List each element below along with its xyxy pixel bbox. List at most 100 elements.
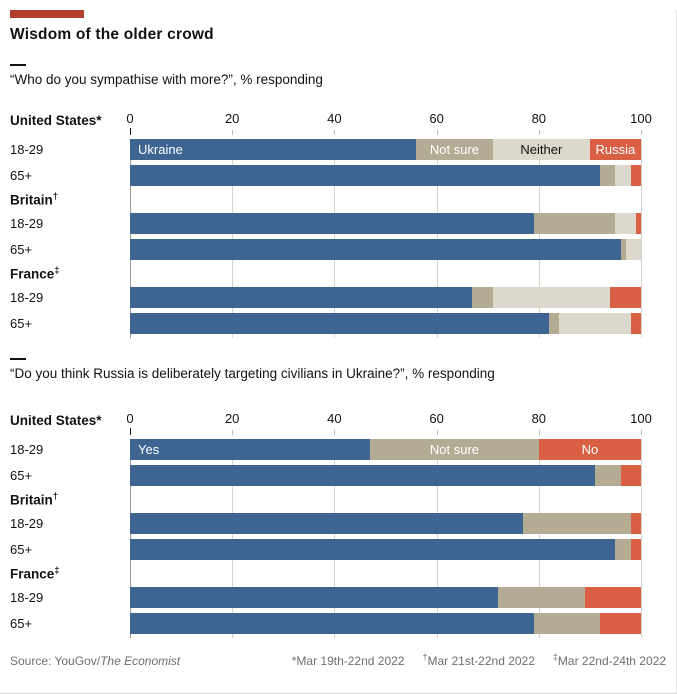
footnote-marker: † xyxy=(52,491,59,503)
gridline xyxy=(436,439,438,638)
row-label: 65+ xyxy=(10,316,33,331)
plot-area: 18-29 Ukraine Not sure Neither Russia 65+ Brit… xyxy=(10,139,676,338)
segment-russia xyxy=(630,313,641,334)
segment-no xyxy=(620,465,641,486)
axis-tick xyxy=(130,428,131,435)
bar-row: 18-29 Ukraine Not sure Neither Russia xyxy=(10,139,676,160)
gridline xyxy=(538,139,540,338)
segment-neither xyxy=(492,287,611,308)
axis-tick-label: 100 xyxy=(630,411,652,426)
axis-tick-label: 80 xyxy=(531,111,547,126)
segment-not-sure xyxy=(533,213,616,234)
stacked-bar xyxy=(130,213,641,234)
stacked-bar xyxy=(130,465,641,486)
segment-ukraine xyxy=(130,287,473,308)
stacked-bar: Yes Not sure No xyxy=(130,439,641,460)
row-label: 65+ xyxy=(10,168,33,183)
row-label: 65+ xyxy=(10,242,33,257)
axis-tick-label: 0 xyxy=(126,411,134,426)
plot-area: 18-29 Yes Not sure No 65+ Britain† 18-29 65+ Fra… xyxy=(10,439,676,638)
segment-ukraine xyxy=(130,239,621,260)
stacked-bar xyxy=(130,613,641,634)
group-label: France‡ xyxy=(10,265,60,282)
bar-row: 18-29 xyxy=(10,513,676,534)
chart-targeting: United States* 0 20 40 60 80 100 18-29 Yes Not su… xyxy=(0,411,676,638)
axis-tick xyxy=(130,128,131,135)
segment-label: Russia xyxy=(595,142,636,157)
subtitle-dash xyxy=(10,358,26,360)
accent-bar xyxy=(10,10,84,18)
segment-not-sure xyxy=(600,165,616,186)
bar-row: 65+ xyxy=(10,613,676,634)
group-header: France‡ xyxy=(10,560,676,587)
axis-tick xyxy=(436,430,438,435)
axis-tick-label: 80 xyxy=(531,411,547,426)
segment-ukraine xyxy=(130,165,601,186)
footnote-marker: ‡ xyxy=(54,265,60,277)
chart-section-sympathy: “Who do you sympathise with more?”, % re… xyxy=(0,64,676,338)
axis-row: United States* 0 20 40 60 80 100 xyxy=(10,111,676,135)
group-header: France‡ xyxy=(10,260,676,287)
segment-no xyxy=(630,513,641,534)
axis-tick xyxy=(436,130,438,135)
row-label: 18-29 xyxy=(10,142,44,157)
footnote-marker: ‡ xyxy=(54,565,60,577)
bar-row: 65+ xyxy=(10,239,676,260)
row-label: 65+ xyxy=(10,542,33,557)
gridline xyxy=(232,439,234,638)
source-credit: Source: YouGov/The Economist xyxy=(10,654,180,668)
axis-tick-label: 100 xyxy=(630,111,652,126)
chart-section-targeting: “Do you think Russia is deliberately tar… xyxy=(0,358,676,638)
axis-row: United States* 0 20 40 60 80 100 xyxy=(10,411,676,435)
row-label: 18-29 xyxy=(10,442,44,457)
segment-not-sure xyxy=(533,613,601,634)
axis-tick xyxy=(538,130,540,135)
axis-tick-label: 20 xyxy=(224,411,240,426)
segment-russia xyxy=(635,213,641,234)
group-label: France‡ xyxy=(10,565,60,582)
gridline xyxy=(641,139,642,338)
segment-label: Neither xyxy=(520,142,563,157)
row-label: 65+ xyxy=(10,468,33,483)
axis-tick xyxy=(334,130,336,135)
segment-not-sure xyxy=(620,239,626,260)
segment-ukraine: Ukraine xyxy=(130,139,417,160)
axis-tick xyxy=(232,130,234,135)
gridline xyxy=(436,139,438,338)
group-label: Britain† xyxy=(10,491,59,508)
footnote-marker: † xyxy=(52,191,59,203)
segment-russia: Russia xyxy=(589,139,641,160)
gridlines xyxy=(130,139,642,338)
segment-neither xyxy=(625,239,641,260)
segment-neither: Neither xyxy=(492,139,590,160)
axis-tick xyxy=(641,430,642,435)
axis-tick xyxy=(232,430,234,435)
bar-row: 65+ xyxy=(10,539,676,560)
chart-footer: Source: YouGov/The Economist *Mar 19th-2… xyxy=(10,652,666,668)
group-label: United States* xyxy=(10,113,102,128)
segment-not-sure xyxy=(472,287,493,308)
bar-row: 18-29 xyxy=(10,587,676,608)
stacked-bar xyxy=(130,287,641,308)
group-label: United States* xyxy=(10,413,102,428)
chart-title: Wisdom of the older crowd xyxy=(10,26,214,43)
row-label: 18-29 xyxy=(10,590,44,605)
gridline xyxy=(130,139,131,338)
segment-yes xyxy=(130,539,616,560)
axis-tick-label: 40 xyxy=(327,111,342,126)
segment-not-sure xyxy=(497,587,585,608)
bar-row: 18-29 Yes Not sure No xyxy=(10,439,676,460)
chart-subtitle-targeting: “Do you think Russia is deliberately tar… xyxy=(10,366,495,381)
gridlines xyxy=(130,439,642,638)
gridline xyxy=(130,439,131,638)
axis-tick-label: 60 xyxy=(429,411,444,426)
axis-tick-label: 20 xyxy=(224,111,240,126)
group-label: Britain† xyxy=(10,191,59,208)
segment-russia xyxy=(630,165,641,186)
axis-tick-label: 0 xyxy=(126,111,134,126)
footnote-marker: ‡ xyxy=(552,652,558,662)
segment-label: Not sure xyxy=(429,442,480,457)
segment-no xyxy=(600,613,641,634)
segment-label: Ukraine xyxy=(138,142,183,157)
subtitle-dash xyxy=(10,64,26,66)
